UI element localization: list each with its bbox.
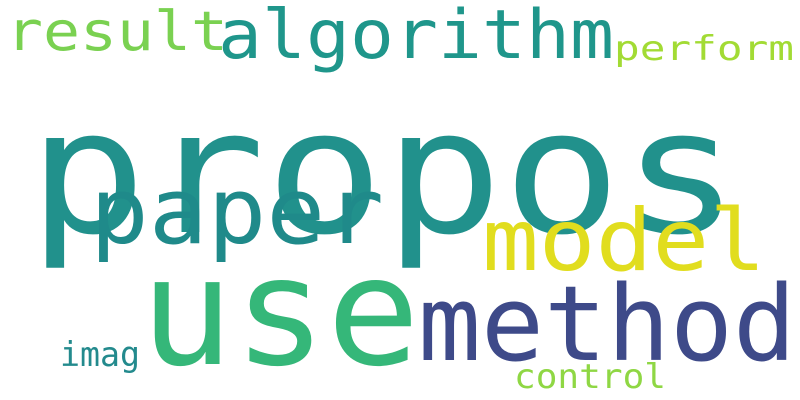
word-use: use (140, 226, 420, 400)
word-propos: propos (28, 72, 740, 273)
word-result: result (6, 0, 228, 63)
word-model: model (482, 191, 766, 291)
word-perform: perform (614, 29, 794, 69)
word-paper: paper (90, 158, 384, 265)
word-method: method (418, 263, 796, 385)
word-imag: imag (60, 335, 140, 375)
word-control: control (514, 357, 666, 397)
word-algorithm: algorithm (218, 0, 614, 75)
